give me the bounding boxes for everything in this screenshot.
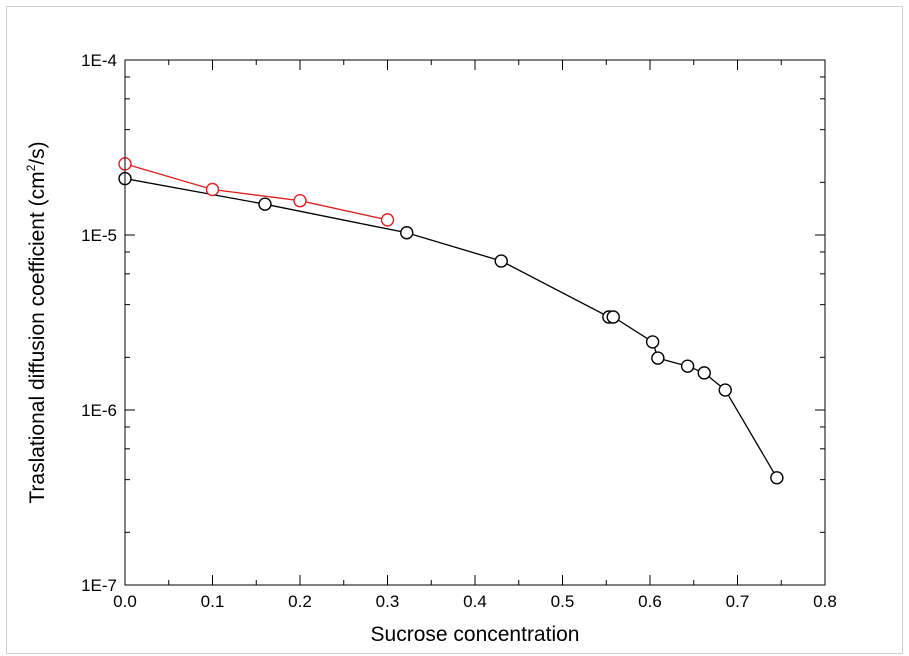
data-point <box>645 335 660 349</box>
data-point <box>400 226 414 240</box>
y-axis-label: Traslational diffusion coefficient (cm2/… <box>24 141 49 503</box>
y-axis-label-tail: /s) <box>26 141 49 164</box>
y-axis-label-main: Traslational diffusion coefficient (cm <box>26 171 49 503</box>
y-tick-label: 1E-4 <box>81 51 117 70</box>
data-point <box>293 194 307 208</box>
series-line <box>124 163 388 221</box>
y-tick-label: 1E-7 <box>81 576 117 595</box>
chart-frame <box>6 6 903 654</box>
plot-area-border <box>124 59 826 586</box>
x-tick-label: 0.8 <box>813 592 837 611</box>
data-point <box>680 359 695 373</box>
data-point <box>380 213 395 227</box>
tick-labels: 0.0 0.1 0.2 0.3 0.4 0.5 0.6 0.7 0.8 1E-7 1E-6 1E-5 1… <box>81 51 837 611</box>
x-axis-label: Sucrose concentration <box>371 623 580 646</box>
axis-ticks <box>124 59 826 586</box>
series-layer <box>118 157 784 485</box>
x-tick-label: 0.7 <box>726 592 750 611</box>
series-0 <box>118 171 784 485</box>
x-tick-label: 0.5 <box>551 592 575 611</box>
data-point <box>205 182 220 197</box>
y-tick-label: 1E-6 <box>81 401 117 420</box>
x-tick-label: 0.3 <box>376 592 400 611</box>
x-tick-label: 0.1 <box>201 592 225 611</box>
data-point <box>606 310 620 324</box>
data-point <box>651 351 665 365</box>
series-1 <box>118 157 395 227</box>
x-tick-label: 0.6 <box>638 592 662 611</box>
data-point <box>258 197 272 211</box>
series-line <box>124 177 778 479</box>
data-point <box>697 366 711 380</box>
y-tick-label: 1E-5 <box>81 226 117 245</box>
data-point <box>718 383 732 397</box>
y-axis-label-superscript: 2 <box>24 164 38 171</box>
x-tick-label: 0.4 <box>463 592 487 611</box>
x-tick-label: 0.0 <box>113 592 137 611</box>
data-point <box>770 471 784 485</box>
data-point <box>494 254 508 268</box>
x-tick-label: 0.2 <box>288 592 312 611</box>
